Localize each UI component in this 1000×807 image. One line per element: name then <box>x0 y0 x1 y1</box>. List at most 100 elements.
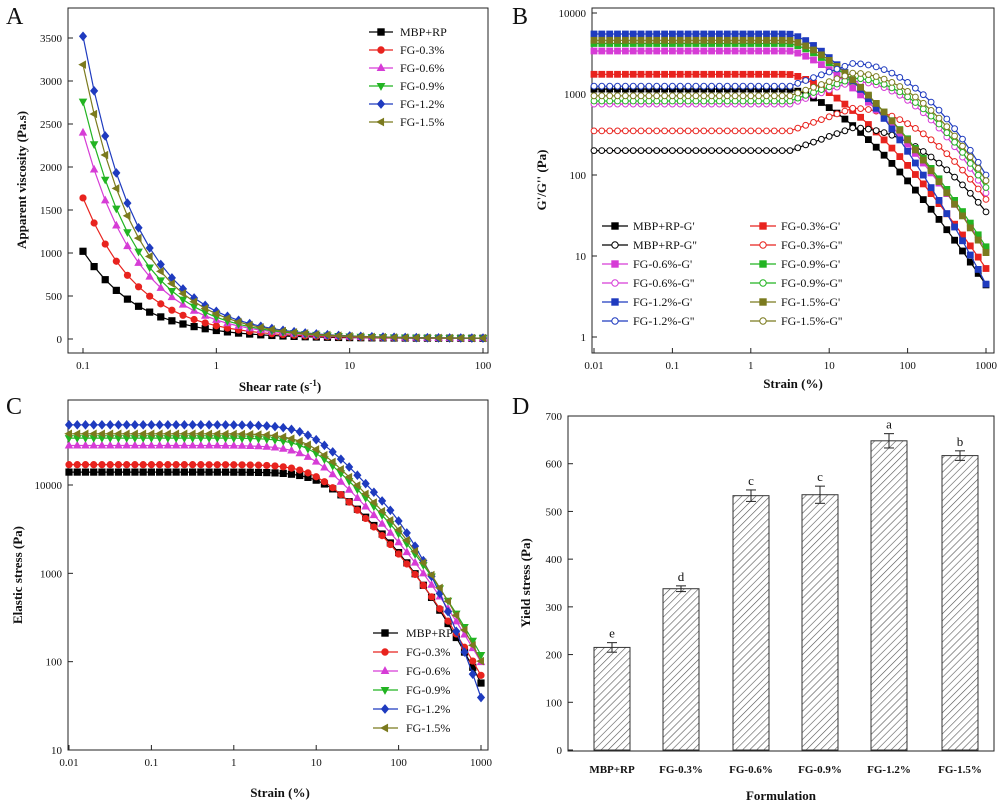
data-point-fg-1-5-g-storage <box>637 36 645 44</box>
data-point-fg-0-6 <box>204 440 214 449</box>
data-point-fg-1-2-g-loss <box>849 60 857 67</box>
data-point-fg-1-5 <box>229 429 237 439</box>
data-point-fg-1-2 <box>90 86 99 96</box>
data-point-fg-0-9-g-loss <box>966 160 974 167</box>
data-point-fg-0-6 <box>105 440 115 449</box>
data-point-fg-0-3 <box>112 257 120 265</box>
bar-fg-0-3 <box>662 588 700 751</box>
panel-c-y-tick-label: 10 <box>51 745 63 757</box>
data-point-fg-1-5 <box>253 430 262 439</box>
panel-b-x-tick-label: 0.1 <box>666 360 680 372</box>
panel-a-x-tick-label: 100 <box>475 360 492 372</box>
data-point-fg-1-5 <box>163 429 171 439</box>
data-point-fg-1-5-g-storage <box>943 189 951 197</box>
data-point-fg-0-3-g-loss <box>935 143 943 150</box>
data-point-fg-1-2 <box>287 424 296 435</box>
data-point-fg-0-3-g-loss <box>622 127 629 135</box>
legend-label-mbp-rp-g-storage: MBP+RP-G' <box>633 219 695 233</box>
data-point-fg-1-5-g-storage <box>802 42 810 50</box>
data-point-fg-0-3 <box>362 514 370 523</box>
panel-b-plot-frame <box>591 7 995 354</box>
data-point-fg-0-6-g-storage <box>637 47 645 55</box>
data-point-mbp-rp-g-loss <box>857 124 864 132</box>
data-point-fg-0-6-g-storage <box>653 47 661 55</box>
data-point-fg-1-2-g-loss <box>755 82 762 90</box>
data-point-fg-1-5 <box>146 429 155 439</box>
data-point-fg-0-3 <box>477 671 485 679</box>
data-point-fg-0-3 <box>172 461 180 469</box>
panel-a-x-tick-label: 1 <box>214 360 220 372</box>
data-point-fg-1-5-g-storage <box>723 36 731 44</box>
data-point-fg-1-5 <box>456 333 464 343</box>
data-point-mbp-rp <box>221 468 230 476</box>
series-fg-0-3-g-loss <box>590 104 990 203</box>
data-point-fg-0-6 <box>112 220 121 229</box>
data-point-fg-1-5 <box>311 445 320 454</box>
series-line-mbp-rp-g-loss <box>594 127 987 213</box>
data-point-fg-1-5-g-storage <box>598 36 606 44</box>
legend-label-fg-0-6-g-storage: FG-0.6%-G' <box>633 257 692 271</box>
data-point-fg-0-6 <box>147 440 156 449</box>
data-point-fg-1-5-g-loss <box>770 92 778 100</box>
legend-label-fg-0-6: FG-0.6% <box>406 664 450 678</box>
data-point-fg-0-3-g-loss <box>676 127 684 135</box>
significance-label-fg-1-2: a <box>886 417 892 432</box>
data-point-fg-0-6 <box>72 440 82 449</box>
data-point-fg-1-5 <box>311 330 320 339</box>
data-point-mbp-rp-g-loss <box>810 138 817 146</box>
data-point-fg-1-5-g-loss <box>943 123 951 131</box>
data-point-fg-1-2-g-storage <box>637 30 645 38</box>
data-point-fg-0-9-g-loss <box>951 138 958 146</box>
data-point-fg-0-3 <box>168 306 176 314</box>
data-point-fg-1-5 <box>327 457 336 467</box>
data-point-fg-0-6-g-storage <box>786 47 794 55</box>
panel-b-y-ticks: 1 10 100 1000 10000 <box>559 8 597 344</box>
panel-d-x-tick-label: MBP+RP <box>589 764 635 776</box>
legend-marker-fg-0-6 <box>380 666 390 675</box>
data-point-fg-1-2 <box>156 259 165 270</box>
data-point-fg-0-6 <box>97 440 107 449</box>
data-point-fg-1-2-g-storage <box>739 30 747 38</box>
data-point-fg-0-3-g-storage <box>966 242 974 250</box>
data-point-fg-0-3 <box>189 461 197 469</box>
data-point-fg-0-3 <box>157 300 165 308</box>
data-point-fg-1-2 <box>139 420 148 430</box>
data-point-mbp-rp-g-loss <box>755 147 762 155</box>
data-point-fg-0-3-g-loss <box>629 127 637 135</box>
data-point-mbp-rp-g-loss <box>794 144 802 152</box>
data-point-fg-1-5 <box>294 436 303 446</box>
panel-c-series-group <box>64 420 486 703</box>
data-point-fg-0-3-g-storage <box>786 71 794 78</box>
data-point-fg-0-3-g-storage <box>590 70 598 78</box>
legend-label-mbp-rp: MBP+RP <box>406 626 453 640</box>
data-point-fg-1-2 <box>295 426 304 437</box>
data-point-fg-1-5 <box>344 331 353 341</box>
data-point-fg-1-5 <box>262 430 270 440</box>
data-point-fg-0-3 <box>296 466 304 474</box>
series-fg-1-5-g-loss <box>590 69 990 185</box>
data-point-fg-1-5 <box>389 333 398 342</box>
data-point-mbp-rp-g-loss <box>974 198 982 206</box>
data-point-fg-0-3-g-loss <box>974 185 982 193</box>
data-point-fg-0-3-g-loss <box>708 127 715 135</box>
data-point-fg-1-5 <box>144 252 153 261</box>
data-point-fg-0-3-g-storage <box>739 70 747 78</box>
data-point-fg-0-3-g-loss <box>849 104 857 112</box>
data-point-fg-1-5 <box>200 304 209 313</box>
data-point-fg-1-5-g-loss <box>739 92 747 100</box>
data-point-fg-0-6-g-storage <box>747 47 755 55</box>
data-point-fg-1-2-g-storage <box>943 210 951 217</box>
data-point-fg-1-2-g-storage <box>966 251 974 259</box>
panel-a-y-tick-label: 0 <box>57 334 63 346</box>
data-point-mbp-rp-g-loss <box>951 173 958 181</box>
data-point-fg-0-6-g-storage <box>716 47 723 55</box>
data-point-fg-1-2 <box>147 420 156 430</box>
data-point-fg-1-5-g-loss <box>653 92 661 100</box>
data-point-fg-0-9-g-loss <box>959 149 966 156</box>
data-point-fg-0-3 <box>304 469 312 477</box>
panel-c-plot-frame <box>67 399 489 751</box>
series-fg-1-5-g-storage <box>590 36 990 256</box>
data-point-fg-0-3 <box>271 462 279 470</box>
data-point-fg-1-5 <box>303 440 311 449</box>
data-point-fg-1-2 <box>320 440 329 451</box>
